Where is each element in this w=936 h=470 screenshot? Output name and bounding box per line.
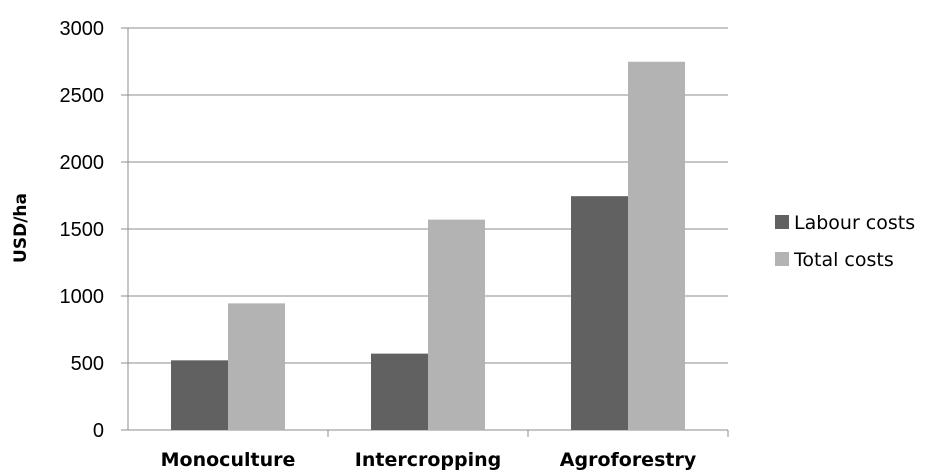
legend: Labour costs Total costs (775, 212, 915, 271)
legend-label: Total costs (793, 249, 894, 271)
x-category-label: Intercropping (355, 449, 501, 470)
y-axis-title: USD/ha (11, 193, 31, 263)
x-category-label: Agroforestry (560, 449, 697, 470)
bar-total-costs-agroforestry (628, 61, 685, 430)
bar-total-costs-monoculture (228, 303, 285, 430)
bar-total-costs-intercropping (428, 219, 485, 430)
y-tick-label: 3000 (60, 18, 105, 40)
y-tick-label: 0 (93, 420, 104, 442)
bars (171, 61, 685, 430)
bar-labour-costs-agroforestry (571, 196, 628, 430)
x-category-labels: Monoculture Intercropping Agroforestry (161, 449, 697, 470)
legend-swatch (775, 252, 789, 266)
y-tick-label: 1500 (60, 219, 105, 241)
bar-labour-costs-intercropping (371, 353, 428, 430)
y-tick-label: 500 (71, 353, 104, 375)
y-tick-label: 1000 (60, 286, 105, 308)
y-tick-label: 2500 (60, 85, 105, 107)
x-category-label: Monoculture (161, 449, 296, 470)
bar-labour-costs-monoculture (171, 360, 228, 430)
y-tick-label: 2000 (60, 152, 105, 174)
legend-label: Labour costs (794, 212, 915, 234)
legend-swatch (775, 215, 789, 229)
y-tick-labels: 0 500 1000 1500 2000 2500 3000 (60, 18, 105, 442)
